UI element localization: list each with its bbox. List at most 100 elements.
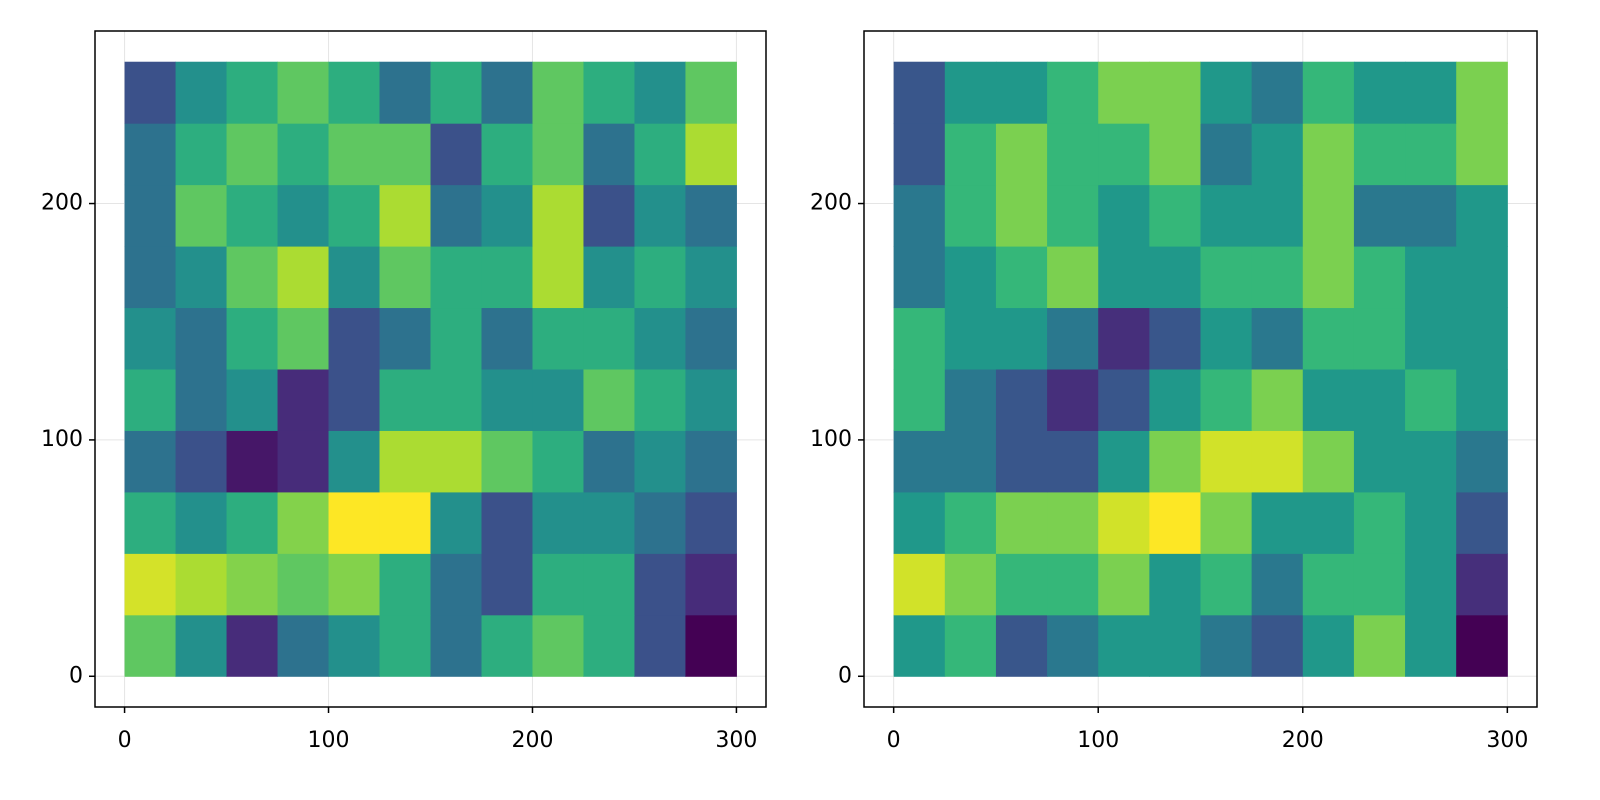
heatmap-cell (226, 123, 279, 186)
heatmap-cell (277, 430, 330, 493)
heatmap-cell (1149, 123, 1201, 186)
heatmap-cell (1149, 369, 1201, 431)
heatmap-cell (481, 430, 533, 493)
y-tick-label: 0 (838, 663, 852, 688)
heatmap-cell (277, 307, 330, 370)
heatmap-cell (1251, 246, 1304, 309)
heatmap-cell (1353, 491, 1406, 554)
heatmap-cell (430, 553, 482, 616)
heatmap-cell (995, 307, 1048, 370)
heatmap-cell (995, 369, 1048, 431)
heatmap-cell (995, 61, 1048, 124)
heatmap-cell (583, 553, 635, 616)
heatmap-cell (1047, 614, 1099, 677)
heatmap-cell (1098, 369, 1150, 431)
heatmap-cell (124, 246, 177, 309)
heatmap-cell (583, 123, 635, 186)
heatmap-cell (481, 246, 533, 309)
heatmap-cell (226, 430, 279, 493)
heatmap-cell (532, 430, 584, 493)
heatmap-cell (995, 614, 1048, 677)
heatmap-cell (481, 307, 533, 370)
heatmap-cell (634, 430, 686, 493)
heatmap-cell (379, 246, 431, 309)
heatmap-cell (893, 307, 946, 370)
heatmap-cell (124, 369, 177, 431)
heatmap-cell (944, 430, 997, 493)
heatmap-cell (1405, 491, 1457, 554)
heatmap-cell (685, 123, 737, 186)
heatmap-cell (124, 307, 177, 370)
heatmap-cell (944, 246, 997, 309)
heatmap-cell (1353, 614, 1406, 677)
heatmap-cell (1456, 491, 1508, 554)
heatmap-cell (124, 614, 177, 677)
heatmap-cell (583, 430, 635, 493)
heatmap-cell (1251, 123, 1304, 186)
heatmap-cell (379, 491, 431, 554)
heatmap-cell (1098, 491, 1150, 554)
heatmap-cell (175, 307, 228, 370)
heatmap-cell (893, 369, 946, 431)
heatmap-cell (1251, 553, 1304, 616)
heatmap-cell (379, 184, 431, 247)
heatmap-cell (430, 184, 482, 247)
plot: 0 100 200 300 0 100 200 (41, 30, 767, 753)
heatmap-cell (226, 307, 279, 370)
heatmap-cell (944, 307, 997, 370)
heatmap-cell (1047, 369, 1099, 431)
heatmap-cell (1456, 184, 1508, 247)
heatmap-cell (430, 61, 482, 124)
heatmap-cell (634, 491, 686, 554)
heatmap-cell (1251, 430, 1304, 493)
heatmap-cell (1405, 184, 1457, 247)
heatmap-cell (685, 614, 737, 677)
heatmap-cell (1149, 491, 1201, 554)
heatmap-cell (277, 553, 330, 616)
heatmap-cell (995, 184, 1048, 247)
heatmap-cell (1098, 61, 1150, 124)
heatmap-cell (226, 553, 279, 616)
heatmap-cell (1405, 553, 1457, 616)
heatmap-cell (1098, 430, 1150, 493)
heatmap-cell (1200, 307, 1253, 370)
heatmap-cell (175, 614, 228, 677)
heatmap-cell (1456, 553, 1508, 616)
heatmap-cell (944, 369, 997, 431)
heatmap-cell (1405, 307, 1457, 370)
heatmap-cell (1353, 184, 1406, 247)
heatmap-cell (944, 553, 997, 616)
heatmap-cell (277, 491, 330, 554)
heatmap-cell (481, 614, 533, 677)
heatmap-cell (893, 614, 946, 677)
heatmap-cell (1302, 553, 1355, 616)
heatmap-cell (532, 123, 584, 186)
heatmap-cell (634, 184, 686, 247)
heatmap-cell (944, 491, 997, 554)
heatmap-cell (1456, 61, 1508, 124)
heatmap-cell (1405, 246, 1457, 309)
heatmap-cell (328, 61, 381, 124)
heatmap-cell (226, 369, 279, 431)
heatmap-cell (583, 614, 635, 677)
heatmap-cell (175, 246, 228, 309)
x-tick-label: 200 (1282, 728, 1324, 753)
heatmap-cell (430, 246, 482, 309)
x-tick-label: 100 (308, 728, 350, 753)
heatmap-cell (1302, 184, 1355, 247)
heatmap-cell (1200, 61, 1253, 124)
heatmap-cell (328, 184, 381, 247)
heatmap-cell (893, 246, 946, 309)
plot: 0 100 200 300 0 100 200 (810, 30, 1538, 753)
heatmap-cell (430, 307, 482, 370)
heatmap-cell (634, 553, 686, 616)
heatmap-cell (430, 491, 482, 554)
heatmap-cell (124, 61, 177, 124)
heatmap-cell (1098, 614, 1150, 677)
heatmap-cell (1149, 246, 1201, 309)
heatmap-cell (1456, 369, 1508, 431)
heatmap-cell (532, 553, 584, 616)
heatmap-cell (226, 184, 279, 247)
heatmap-cell (1353, 123, 1406, 186)
